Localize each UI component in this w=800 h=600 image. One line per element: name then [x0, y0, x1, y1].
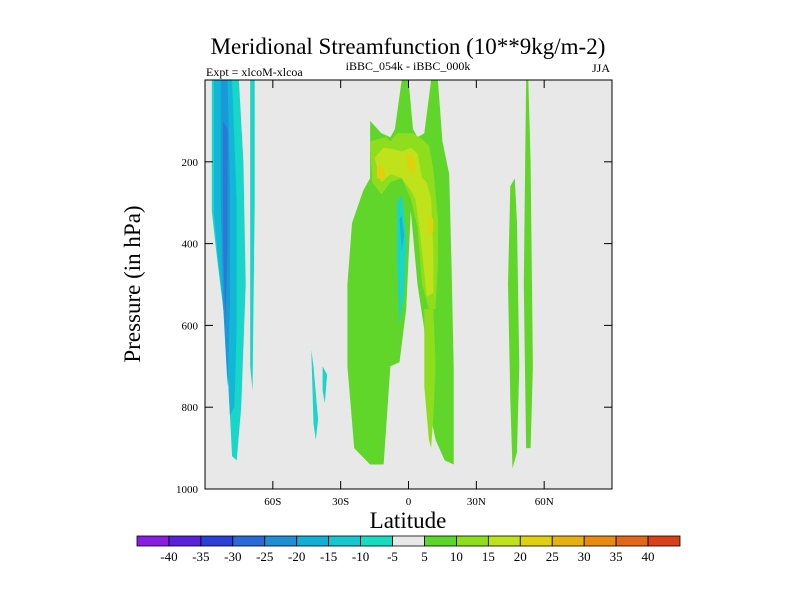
colorbar-label: 20 [514, 549, 527, 564]
contour-upper-tropics-positive-20-a [376, 163, 386, 181]
contour-southern-60s-negative [250, 80, 255, 391]
colorbar-box [200, 535, 234, 547]
colorbar-label: 10 [450, 549, 463, 564]
contour-northern-40n-positive-b [523, 80, 533, 449]
left-subtitle: Expt = xlcoM-xlcoa [206, 65, 303, 79]
colorbar-box [328, 535, 361, 547]
colorbar-box [168, 535, 202, 547]
colorbar-label: -35 [192, 549, 209, 564]
colorbar-box [264, 535, 298, 547]
y-axis-label: Pressure (in hPa) [120, 205, 145, 362]
colorbar-box [519, 535, 553, 547]
colorbar-box [296, 535, 330, 547]
contour-regions [211, 80, 533, 469]
contour-northern-tropics-positive-lower [424, 309, 436, 449]
contour-upper-tropics-positive-15 [374, 147, 434, 297]
colorbar-box [647, 535, 681, 547]
colorbar-box [456, 535, 489, 547]
contour-southern-40s-negative-b [322, 366, 328, 404]
colorbar-label: -25 [256, 549, 273, 564]
y-tick-label: 800 [182, 402, 199, 414]
colorbar-box [392, 535, 425, 547]
x-tick-label: 0 [406, 496, 412, 508]
colorbar-label: 25 [546, 549, 559, 564]
contour-equatorial-negative-core [399, 215, 404, 252]
colorbar-label: 5 [421, 549, 428, 564]
right-subtitle: JJA [592, 61, 610, 75]
colorbar-label: -40 [160, 549, 177, 564]
colorbar-box [232, 535, 266, 547]
contour-northern-40n-positive-a [508, 178, 520, 469]
x-tick-label: 30N [467, 496, 486, 508]
y-tick-label: 200 [182, 157, 199, 169]
colorbar-box [360, 535, 393, 547]
colorbar-label: 40 [642, 549, 655, 564]
colorbar-label: 35 [610, 549, 623, 564]
x-axis-label: Latitude [370, 508, 447, 533]
x-axis: 60S 30S 0 30N 60N [264, 80, 554, 508]
colorbar-label: 30 [578, 549, 591, 564]
contour-southern-40s-negative-a [311, 349, 319, 440]
contour-equatorial-negative [397, 194, 407, 326]
colorbar-box [583, 535, 617, 547]
contour-upper-tropics-positive-20-b [406, 153, 416, 175]
y-tick-label: 1000 [176, 484, 199, 496]
y-tick-label: 400 [182, 239, 199, 251]
colorbar-label: -15 [320, 549, 337, 564]
colorbar-box [487, 535, 521, 547]
x-tick-label: 60N [535, 496, 554, 508]
y-axis: 200 400 600 800 1000 [176, 157, 612, 496]
x-tick-label: 30S [332, 496, 349, 508]
y-tick-label: 600 [182, 320, 199, 332]
colorbar-label: -5 [387, 549, 398, 564]
colorbar-label: 15 [482, 549, 495, 564]
contour-southern-polar-negative-core [223, 120, 228, 326]
colorbar: -40 -35 -30 -25 -20 -15 -10 -5 5 10 15 20 25 30 35 40 [136, 535, 681, 564]
colorbar-box [551, 535, 585, 547]
center-subtitle: iBBC_054k - iBBC_000k [346, 59, 471, 73]
colorbar-box [615, 535, 649, 547]
colorbar-box [424, 535, 457, 547]
contour-upper-tropics-positive-20-c [428, 215, 434, 236]
colorbar-label: -10 [352, 549, 369, 564]
x-tick-label: 60S [264, 496, 281, 508]
colorbar-label: -30 [224, 549, 241, 564]
colorbar-box [136, 535, 170, 547]
colorbar-label: -20 [288, 549, 305, 564]
chart-title: Meridional Streamfunction (10**9kg/m-2) [211, 34, 606, 59]
